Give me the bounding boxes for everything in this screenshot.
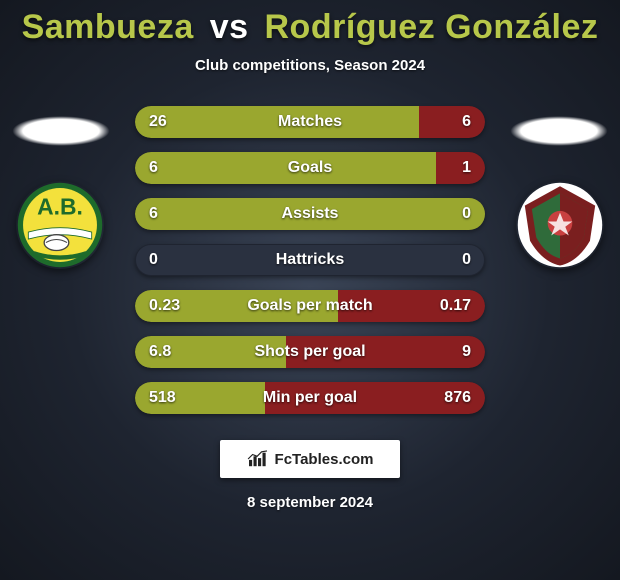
title-player1: Sambueza bbox=[22, 8, 194, 46]
brand-text: FcTables.com bbox=[275, 451, 374, 468]
brand-badge: FcTables.com bbox=[220, 440, 400, 478]
stat-label: Assists bbox=[135, 198, 485, 230]
ab-badge-icon: A.B. bbox=[16, 181, 104, 269]
bar-chart-icon bbox=[247, 450, 269, 468]
title-player2: Rodríguez González bbox=[265, 8, 599, 46]
stat-label: Min per goal bbox=[135, 382, 485, 414]
stat-row: 6.89Shots per goal bbox=[135, 336, 485, 368]
subtitle: Club competitions, Season 2024 bbox=[0, 57, 620, 74]
club-badge-left: A.B. bbox=[16, 181, 104, 269]
stat-row: 266Matches bbox=[135, 106, 485, 138]
stat-row: 60Assists bbox=[135, 198, 485, 230]
stat-row: 0.230.17Goals per match bbox=[135, 290, 485, 322]
stat-row: 518876Min per goal bbox=[135, 382, 485, 414]
svg-text:A.B.: A.B. bbox=[37, 193, 83, 219]
player-left-silhouette bbox=[12, 116, 110, 146]
stat-label: Shots per goal bbox=[135, 336, 485, 368]
comparison-title: Sambueza vs Rodríguez González bbox=[0, 0, 620, 47]
patriotas-badge-icon bbox=[516, 181, 604, 269]
title-vs: vs bbox=[210, 8, 249, 46]
stat-row: 00Hattricks bbox=[135, 244, 485, 276]
stat-bars: 266Matches 61Goals 60Assists 00Hattricks 0.2… bbox=[135, 106, 485, 428]
stat-label: Hattricks bbox=[135, 244, 485, 276]
stat-label: Goals per match bbox=[135, 290, 485, 322]
stat-label: Goals bbox=[135, 152, 485, 184]
comparison-content: A.B. 266Matches 61Goals 60Assists 00Hattric… bbox=[0, 106, 620, 426]
player-right-silhouette bbox=[510, 116, 608, 146]
stat-label: Matches bbox=[135, 106, 485, 138]
date-text: 8 september 2024 bbox=[0, 494, 620, 511]
stat-row: 61Goals bbox=[135, 152, 485, 184]
club-badge-right bbox=[516, 181, 604, 269]
